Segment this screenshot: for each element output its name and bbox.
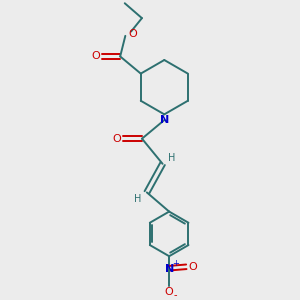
Text: O: O xyxy=(92,51,100,62)
Text: O: O xyxy=(165,287,173,297)
Text: O: O xyxy=(188,262,197,272)
Text: -: - xyxy=(174,290,177,300)
Text: N: N xyxy=(160,115,169,124)
Text: O: O xyxy=(129,29,137,39)
Text: +: + xyxy=(172,260,179,268)
Text: O: O xyxy=(112,134,121,144)
Text: N: N xyxy=(165,264,174,274)
Text: H: H xyxy=(168,152,176,163)
Text: H: H xyxy=(134,194,141,204)
